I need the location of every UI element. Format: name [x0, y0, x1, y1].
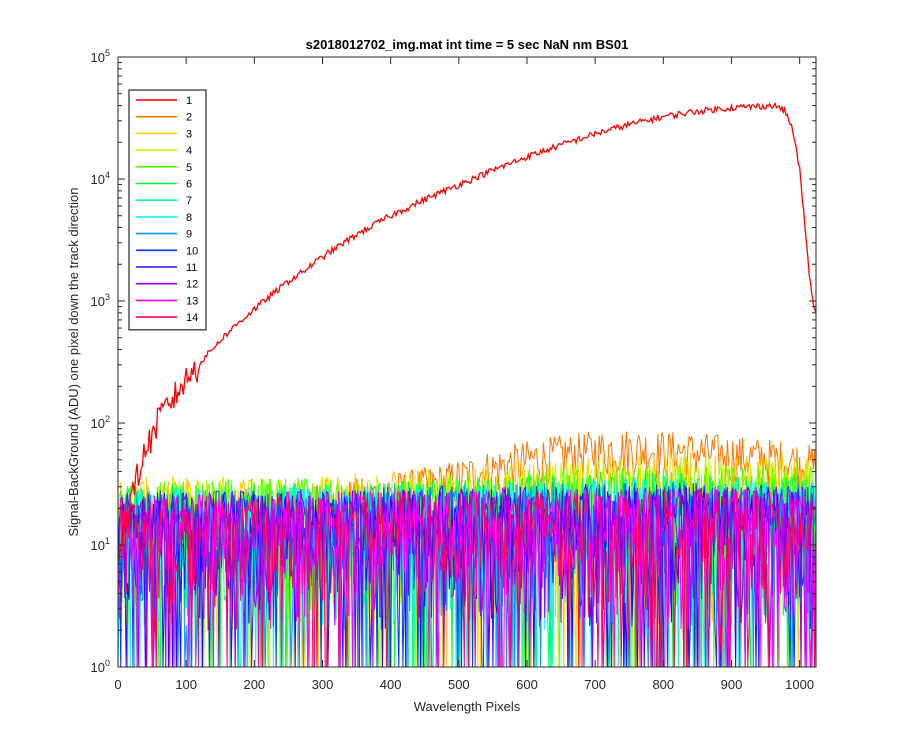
legend-label-12: 12 [186, 279, 198, 291]
y-tick-label: 100 [91, 658, 110, 675]
legend-label-13: 13 [186, 295, 198, 307]
legend-label-2: 2 [186, 112, 192, 124]
legend-label-9: 9 [186, 229, 192, 241]
x-axis-label: Wavelength Pixels [414, 699, 521, 714]
series-line-14 [118, 486, 816, 667]
y-tick-label: 101 [91, 536, 110, 553]
legend-label-6: 6 [186, 179, 192, 191]
chart-title: s2018012702_img.mat int time = 5 sec NaN… [306, 37, 629, 52]
legend-box [128, 89, 207, 331]
legend-label-14: 14 [186, 312, 198, 324]
legend-label-1: 1 [186, 95, 192, 107]
x-tick-label: 800 [652, 677, 674, 692]
x-tick-label: 600 [516, 677, 538, 692]
y-tick-label: 104 [91, 170, 110, 187]
legend-label-3: 3 [186, 128, 192, 140]
x-tick-label: 1000 [785, 677, 814, 692]
legend-label-7: 7 [186, 195, 192, 207]
x-tick-label: 300 [312, 677, 334, 692]
legend-label-4: 4 [186, 145, 192, 157]
legend-label-5: 5 [186, 162, 192, 174]
x-tick-label: 500 [448, 677, 470, 692]
y-axis-label: Signal-BackGround (ADU) one pixel down t… [66, 187, 81, 536]
axes-box [117, 56, 817, 668]
x-tick-label: 900 [721, 677, 743, 692]
series-group [118, 101, 816, 667]
x-tick-label: 200 [243, 677, 265, 692]
y-tick-label: 105 [91, 48, 110, 65]
legend-label-8: 8 [186, 212, 192, 224]
y-tick-label: 102 [91, 414, 110, 431]
x-tick-label: 400 [380, 677, 402, 692]
x-tick-label: 0 [114, 677, 121, 692]
y-tick-label: 103 [91, 292, 110, 309]
series-line-1 [118, 101, 816, 563]
x-tick-label: 100 [175, 677, 197, 692]
legend-label-10: 10 [186, 245, 198, 257]
legend-label-11: 11 [186, 262, 197, 274]
x-tick-label: 700 [584, 677, 606, 692]
